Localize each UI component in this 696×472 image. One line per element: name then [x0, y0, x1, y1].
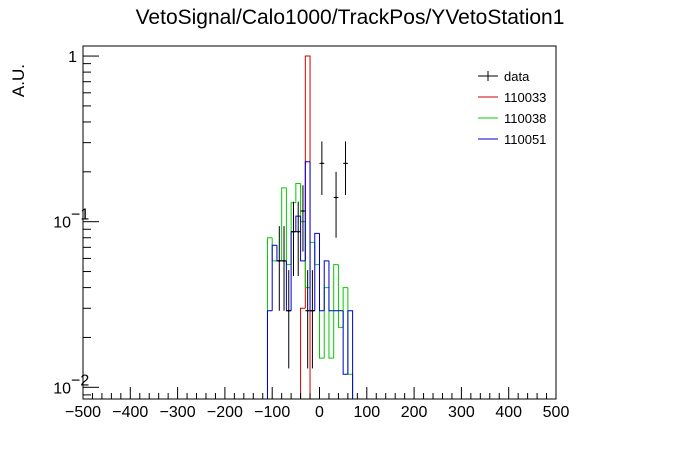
data-point-8	[320, 162, 323, 165]
x-tick-label: 500	[543, 404, 570, 421]
series-110051-bin-16	[342, 310, 348, 375]
x-tick-label: −500	[65, 404, 101, 421]
x-tick-label: 0	[315, 404, 324, 421]
data-point-5	[301, 210, 304, 213]
legend-label-data: data	[504, 69, 530, 84]
axes: −500 −400 −300 −200 −100 0 100 200 300 400 500110−…	[53, 45, 570, 421]
plot-area	[266, 55, 354, 399]
data-point-1	[283, 259, 286, 262]
x-tick-label: 400	[495, 404, 522, 421]
series-110051-bin-1	[271, 244, 277, 311]
series-110038-bin-3	[281, 187, 287, 261]
data-point-10	[344, 162, 347, 165]
x-tick-label: −100	[254, 404, 290, 421]
series-110051-bin-7	[300, 216, 306, 262]
series-110038-bin-6	[295, 183, 301, 203]
series-110033-bin-0	[300, 307, 306, 399]
series-110038-bin-14	[333, 264, 339, 359]
chart-title: VetoSignal/Calo1000/TrackPos/YVetoStatio…	[136, 6, 565, 29]
x-tick-label: 100	[353, 404, 380, 421]
legend-label-110033: 110033	[504, 90, 546, 105]
series-110051-bin-12	[323, 260, 329, 311]
data-point-2	[287, 309, 290, 312]
series-110051-bin-6	[295, 215, 301, 232]
data-point-4	[297, 230, 300, 233]
x-tick-label: 200	[401, 404, 428, 421]
y-tick-label: 1	[68, 49, 77, 66]
series-110051-bin-17	[347, 310, 354, 399]
y-tick-label: 10	[53, 380, 71, 397]
series-110051-bin-0	[266, 310, 273, 399]
data-point-9	[335, 196, 338, 199]
series-110051-bin-11	[319, 233, 325, 312]
y-tick-exponent: −2	[71, 372, 89, 389]
series-110051-bin-13	[328, 260, 334, 312]
y-tick-exponent: −1	[71, 207, 89, 224]
series-110051-bin-10	[314, 232, 320, 311]
x-tick-label: −400	[112, 404, 148, 421]
y-axis-label: A.U.	[9, 64, 28, 97]
y-tick-label: 10	[53, 215, 71, 232]
series-110038-bin-15	[337, 264, 344, 328]
legend-label-110038: 110038	[504, 111, 546, 126]
series-110051-bin-8	[304, 161, 311, 261]
x-tick-label: −200	[207, 404, 243, 421]
data-point-6	[306, 309, 309, 312]
legend-label-110051: 110051	[504, 132, 546, 147]
data-point-3	[292, 230, 295, 233]
data-point-7	[311, 309, 314, 312]
legend: data 110033 110038 110051	[478, 69, 546, 147]
x-tick-label: −300	[160, 404, 196, 421]
data-point-0	[278, 259, 281, 262]
x-tick-label: 300	[448, 404, 475, 421]
